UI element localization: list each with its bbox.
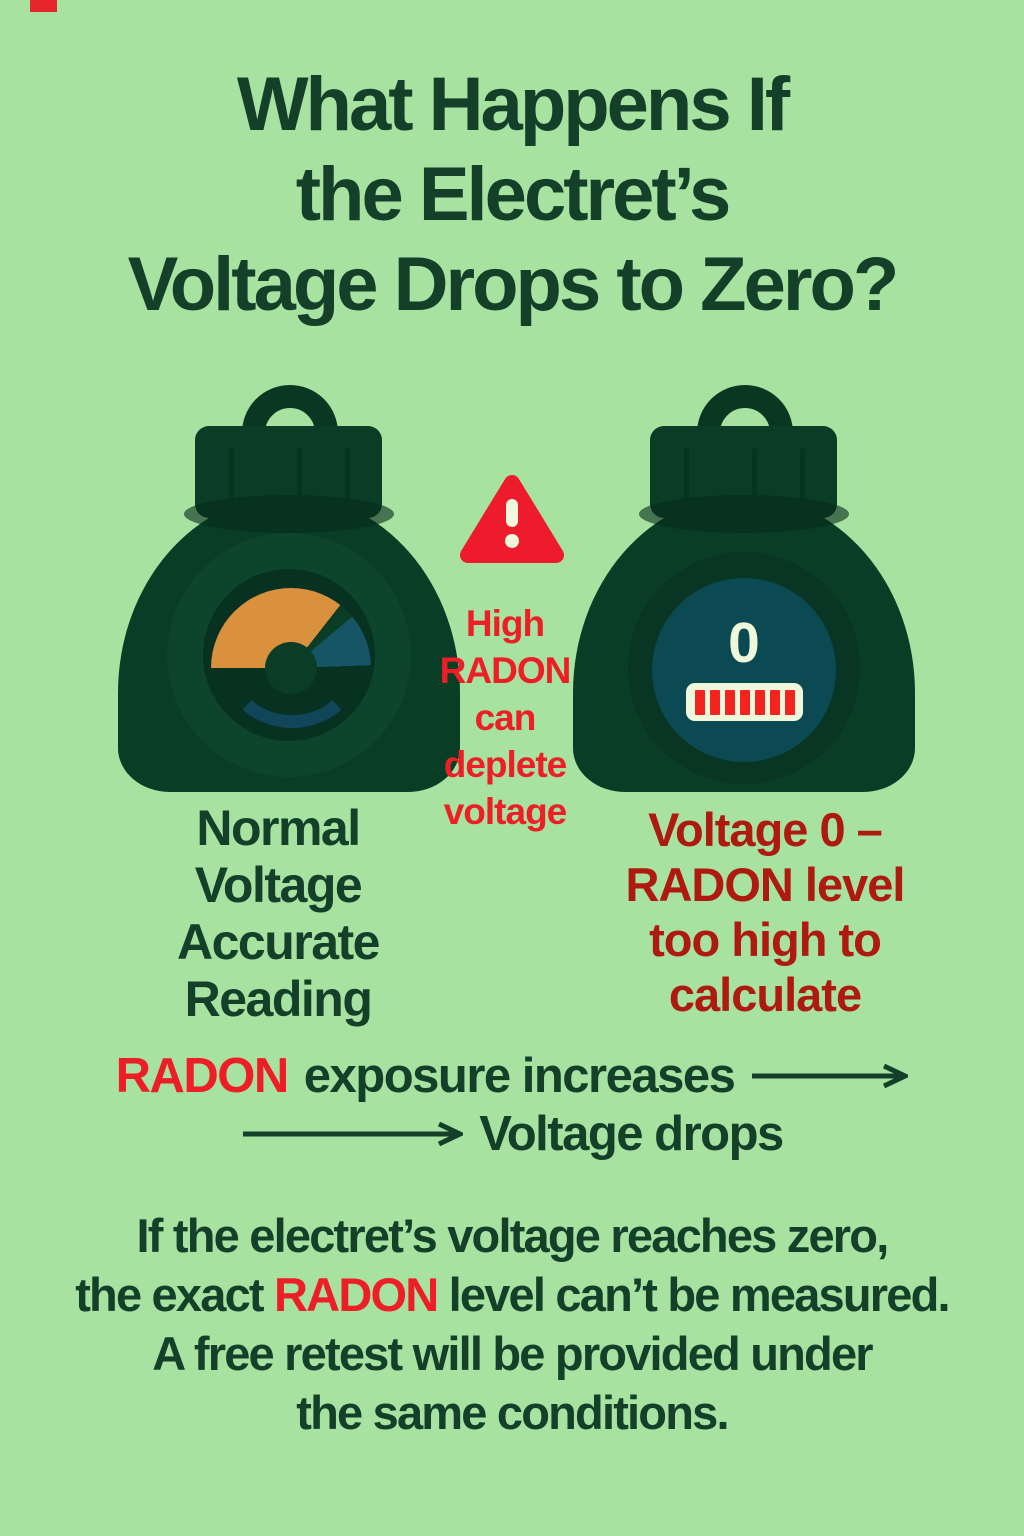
- cap-ridge: [752, 448, 757, 500]
- text-line: Voltage 0 –: [648, 803, 883, 856]
- text-line: Accurate: [177, 914, 381, 970]
- text-line: What Happens If: [236, 62, 790, 147]
- text-line: RADON level: [625, 858, 906, 911]
- electret-device-normal: [118, 385, 460, 792]
- text-line: Reading: [184, 971, 373, 1027]
- footer-line: If the electret’s voltage reaches zero,: [136, 1209, 890, 1262]
- meter-bar: [694, 689, 705, 715]
- red-corner-mark: [30, 0, 57, 12]
- footer-line: the exact RADON level can’t be measured.: [0, 1265, 1024, 1324]
- text-line: High: [465, 603, 545, 644]
- electret-device-zero: 0: [573, 385, 915, 792]
- footer-line: the same conditions.: [296, 1386, 729, 1439]
- flow-line-2: Voltage drops: [0, 1106, 1024, 1162]
- cap-ridge: [800, 448, 805, 500]
- gauge-smile-arc: [224, 610, 360, 728]
- meter-bar: [754, 689, 765, 715]
- meter-bar: [724, 689, 735, 715]
- caption-voltage-zero: Voltage 0 – RADON level too high to calcula…: [595, 802, 935, 1022]
- text-line: Voltage Drops to Zero?: [127, 242, 900, 327]
- meter-bar: [784, 689, 795, 715]
- text-line: can: [474, 697, 537, 738]
- warning-caption: High RADON can deplete voltage: [415, 600, 595, 835]
- display-face: [652, 578, 836, 762]
- text-line: the Electret’s: [295, 152, 731, 237]
- caption-normal-voltage: Normal Voltage Accurate Reading: [128, 800, 428, 1028]
- arrow-right-icon: [243, 1121, 464, 1147]
- cap-ridge: [684, 448, 689, 500]
- footer-text: level can’t be measured.: [437, 1268, 951, 1321]
- flow-text-1: exposure increases: [303, 1049, 736, 1103]
- page-title: What Happens If the Electret’s Voltage Dro…: [0, 60, 1024, 330]
- voltage-zero-value: 0: [728, 611, 760, 675]
- cap-shadow: [184, 495, 394, 533]
- footer-line: A free retest will be provided under: [152, 1327, 873, 1380]
- radon-highlight: RADON: [274, 1268, 439, 1321]
- flow-text-2: Voltage drops: [479, 1107, 784, 1161]
- text-line: calculate: [668, 968, 862, 1021]
- footer-paragraph: If the electret’s voltage reaches zero, …: [0, 1206, 1024, 1442]
- meter-bar: [739, 689, 750, 715]
- arrow-right-icon: [752, 1063, 909, 1089]
- meter-bar: [769, 689, 780, 715]
- cap-shadow: [639, 495, 849, 533]
- flow-section: RADON exposure increases Voltage drops: [0, 1048, 1024, 1162]
- depleted-meter: [686, 683, 803, 721]
- text-line: Normal: [196, 800, 361, 856]
- cap-ridge: [297, 448, 302, 500]
- meter-bar: [709, 689, 720, 715]
- radon-highlight: RADON: [115, 1049, 290, 1103]
- text-line: RADON: [439, 650, 572, 691]
- warning-triangle-icon: [460, 475, 564, 563]
- text-line: too high to: [649, 913, 882, 966]
- text-line: deplete: [443, 744, 568, 785]
- cap-ridge: [345, 448, 350, 500]
- cap-ridge: [229, 448, 234, 500]
- text-line: Voltage: [194, 857, 363, 913]
- flow-line-1: RADON exposure increases: [0, 1048, 1024, 1104]
- text-line: voltage: [443, 791, 568, 832]
- footer-text: the exact: [75, 1268, 275, 1321]
